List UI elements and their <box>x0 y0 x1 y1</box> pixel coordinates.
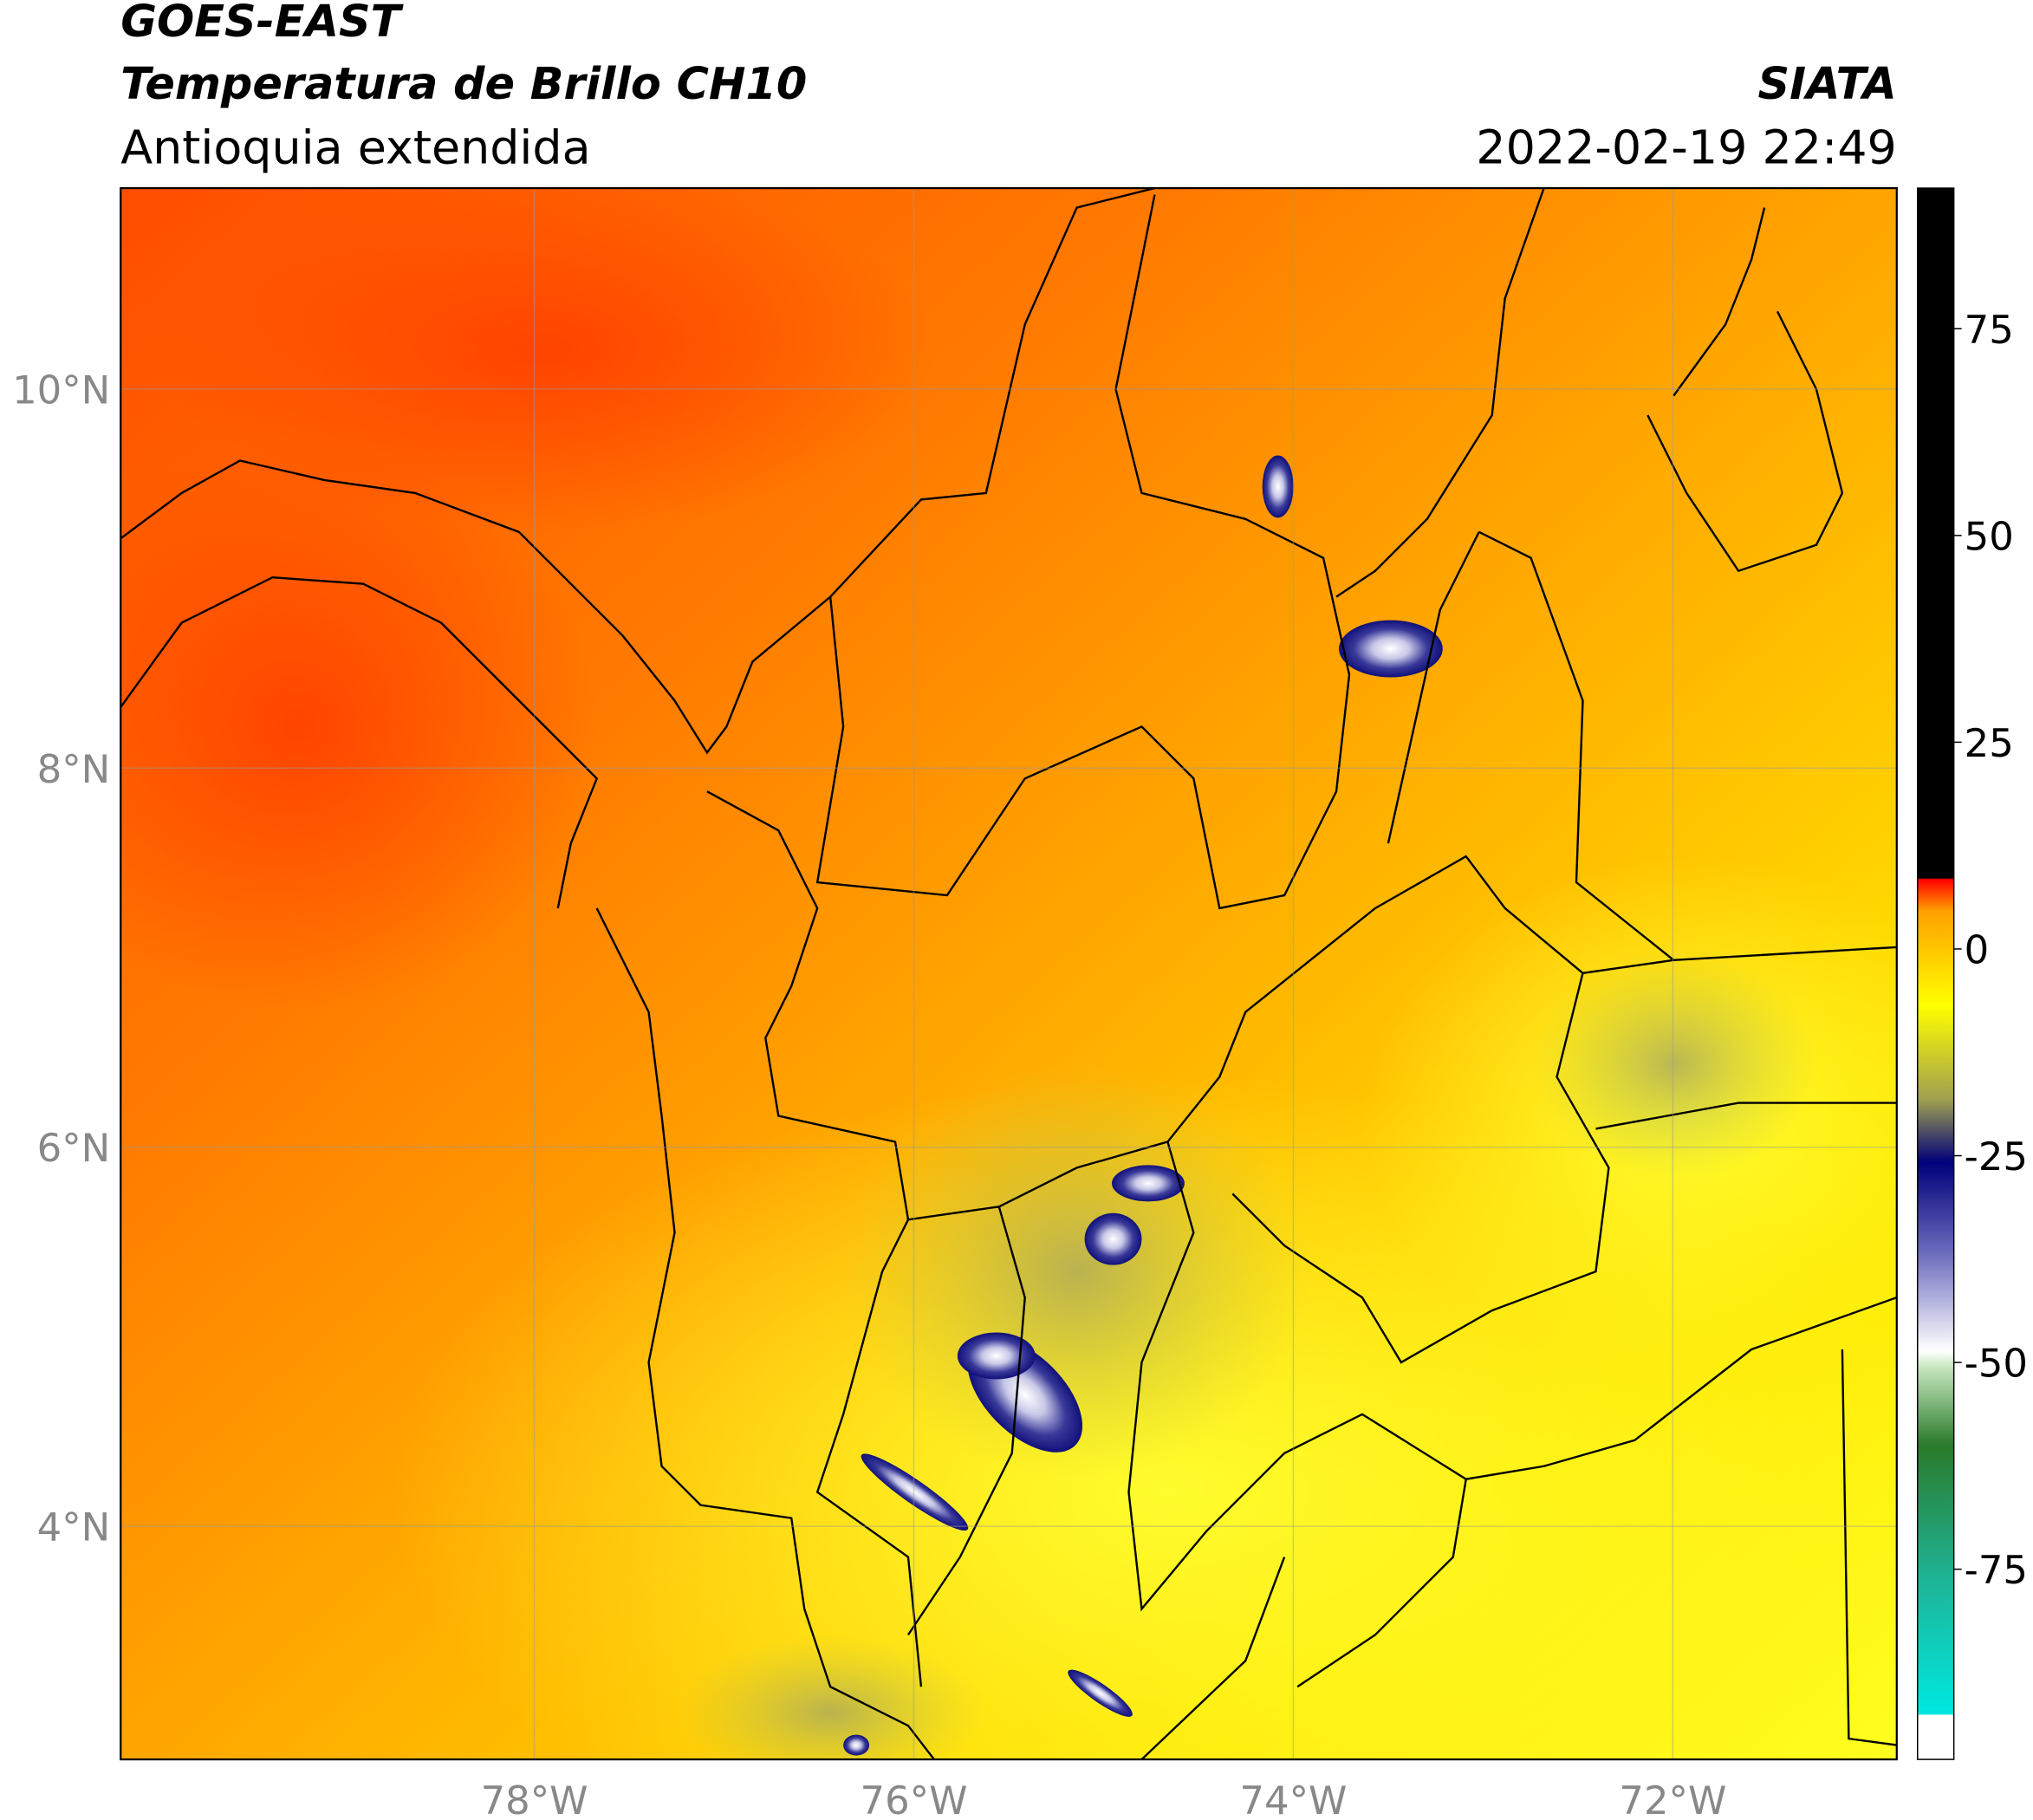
border <box>815 1206 1026 1687</box>
border <box>815 194 1351 910</box>
lat-tick-label: 4°N <box>37 1505 111 1550</box>
cloud-area <box>674 1635 986 1760</box>
lon-tick-label: 78°W <box>481 1778 588 1820</box>
colorbar-tick-label: 75 <box>1965 307 2014 353</box>
graticule <box>120 188 1897 1760</box>
lon-tick-label: 74°W <box>1239 1778 1347 1820</box>
colorbar-tick-label: 25 <box>1965 720 2014 766</box>
colorbar-tick-label: -75 <box>1965 1547 2028 1593</box>
coastline <box>1335 188 1844 598</box>
colorbar-tick-label: -25 <box>1965 1134 2028 1180</box>
map <box>120 188 1897 1760</box>
cloud-area <box>843 1063 1311 1479</box>
warm-area <box>155 188 934 532</box>
lat-tick-label: 8°N <box>37 746 111 792</box>
storm-cell <box>1068 1669 1133 1717</box>
colorbar-tick-label: -50 <box>1965 1341 2028 1387</box>
storm-cell <box>1084 1212 1142 1265</box>
storm-cell <box>843 1734 870 1756</box>
lat-tick-label: 6°N <box>37 1125 111 1171</box>
coastline <box>120 575 599 909</box>
lon-tick-label: 76°W <box>861 1778 968 1820</box>
subtitle: Temperatura de Brillo CH10 <box>120 59 807 110</box>
title: GOES-EAST <box>120 0 404 48</box>
cloud-area <box>1530 946 1816 1181</box>
source: SIATA <box>1758 59 1897 110</box>
border <box>1387 530 1675 961</box>
lon-tick-label: 72°W <box>1619 1778 1726 1820</box>
colorbar <box>1916 187 1955 1760</box>
datetime: 2022-02-19 22:49 <box>1476 120 1896 175</box>
storm-cell <box>1339 620 1443 678</box>
colorbar-tick-label: 50 <box>1965 513 2014 559</box>
region: Antioquia extendida <box>120 120 590 175</box>
border <box>1140 1479 1467 1760</box>
border <box>1127 1141 1897 1612</box>
border <box>1231 972 1897 1746</box>
coastline <box>120 188 1155 755</box>
border <box>595 907 935 1760</box>
storm-cell <box>957 1332 1036 1380</box>
storm-cell <box>1112 1165 1185 1202</box>
colorbar-tick-label: 0 <box>1965 926 1990 972</box>
border <box>706 790 1897 1221</box>
warm-area <box>120 441 597 1012</box>
map-frame <box>120 186 1898 1761</box>
storm-cell <box>1262 455 1294 518</box>
storm-cell <box>861 1453 969 1531</box>
lat-tick-label: 10°N <box>12 367 110 413</box>
